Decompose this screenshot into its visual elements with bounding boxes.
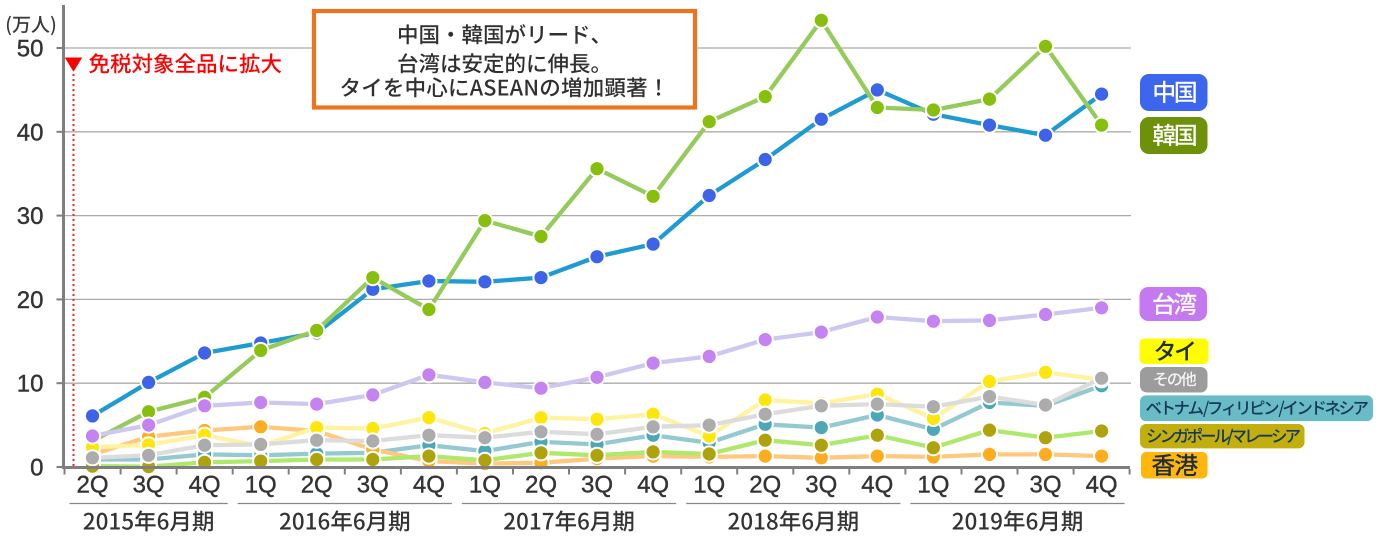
svg-text:4Q: 4Q (637, 472, 669, 499)
svg-text:20: 20 (17, 287, 44, 314)
svg-text:3Q: 3Q (581, 472, 613, 499)
svg-text:3Q: 3Q (133, 472, 165, 499)
svg-text:0: 0 (30, 455, 43, 482)
svg-text:1Q: 1Q (469, 472, 501, 499)
svg-text:50: 50 (17, 36, 44, 63)
svg-text:2Q: 2Q (76, 472, 108, 499)
svg-text:2Q: 2Q (749, 472, 781, 499)
svg-text:1Q: 1Q (917, 472, 949, 499)
svg-text:4Q: 4Q (1086, 472, 1118, 499)
svg-text:2Q: 2Q (301, 472, 333, 499)
svg-text:30: 30 (17, 203, 44, 230)
svg-text:3Q: 3Q (805, 472, 837, 499)
svg-text:3Q: 3Q (1029, 472, 1061, 499)
svg-text:1Q: 1Q (245, 472, 277, 499)
svg-text:10: 10 (17, 371, 44, 398)
svg-text:4Q: 4Q (413, 472, 445, 499)
svg-text:40: 40 (17, 119, 44, 146)
svg-text:3Q: 3Q (357, 472, 389, 499)
svg-text:4Q: 4Q (189, 472, 221, 499)
svg-text:2Q: 2Q (973, 472, 1005, 499)
svg-text:4Q: 4Q (861, 472, 893, 499)
svg-text:2Q: 2Q (525, 472, 557, 499)
svg-text:1Q: 1Q (693, 472, 725, 499)
